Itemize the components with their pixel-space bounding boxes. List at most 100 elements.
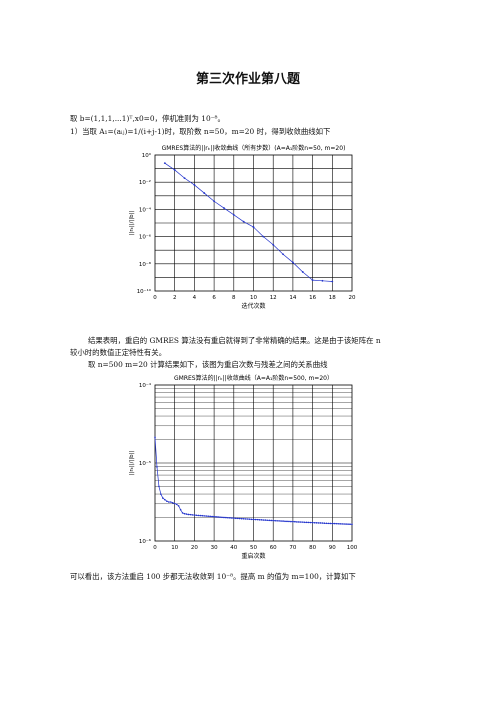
data-point xyxy=(349,523,351,526)
data-point xyxy=(286,520,288,523)
data-point xyxy=(256,518,259,521)
x-tick-label: 70 xyxy=(289,545,296,551)
data-point xyxy=(183,512,186,515)
data-point xyxy=(299,521,302,523)
x-axis-label: 重启次数 xyxy=(241,552,265,560)
data-point xyxy=(209,515,211,518)
data-point xyxy=(272,519,275,522)
data-point xyxy=(321,279,324,282)
y-tick-label: 10⁻² xyxy=(139,179,151,186)
x-tick-label: 20 xyxy=(191,545,198,551)
intro-text: 取 b=(1,1,1,...1)ᵀ,x0=0，停机准则为 10⁻⁸。 xyxy=(70,114,225,123)
data-point xyxy=(158,485,160,488)
y-tick-label: 10⁻⁶ xyxy=(139,538,152,545)
data-point xyxy=(333,522,336,525)
result1-line1: 结果表明，重启的 GMRES 算法没有重启就得到了非常精确的结果。这是由于该矩阵… xyxy=(88,336,381,345)
data-point xyxy=(248,518,251,520)
data-point xyxy=(177,505,180,507)
y-axis-label: ||rₖ||/||b|| xyxy=(129,450,135,475)
data-point xyxy=(189,513,192,516)
x-tick-label: 4 xyxy=(193,295,197,301)
x-tick-label: 18 xyxy=(329,295,336,301)
data-point xyxy=(164,498,166,501)
data-point xyxy=(284,520,286,523)
data-point xyxy=(219,516,221,518)
data-point xyxy=(223,207,225,209)
y-tick-label: 10⁻⁴ xyxy=(139,382,152,389)
x-tick-label: 20 xyxy=(349,295,356,301)
page-title: 第三次作业第八题 xyxy=(195,72,300,87)
data-point xyxy=(215,516,217,518)
data-point xyxy=(325,522,328,525)
data-point xyxy=(278,520,280,522)
data-point xyxy=(331,522,334,525)
x-tick-label: 30 xyxy=(211,545,218,551)
data-point xyxy=(199,514,202,517)
data-point xyxy=(229,517,231,519)
chart-title: GMRES算法的||rₖ||收敛曲线（所有步数）(A=A₁阶数n=50, m=2… xyxy=(162,144,346,152)
data-point xyxy=(169,501,172,503)
data-point xyxy=(213,200,216,203)
data-point xyxy=(242,517,245,520)
data-point xyxy=(329,522,332,525)
y-tick-label: 10⁻⁶ xyxy=(139,234,152,241)
data-point xyxy=(351,523,353,526)
data-point xyxy=(193,184,196,186)
chart-title: GMRES算法的||rₖ||收敛曲线（A=A₁阶数n=500, m=20） xyxy=(174,374,333,382)
data-point xyxy=(294,520,296,523)
data-point xyxy=(272,243,275,246)
data-point xyxy=(282,253,284,256)
data-point xyxy=(225,516,227,519)
x-tick-label: 80 xyxy=(309,545,316,551)
data-point xyxy=(321,522,324,524)
x-tick-label: 40 xyxy=(230,545,237,551)
data-point xyxy=(236,517,239,520)
data-point xyxy=(262,519,265,521)
data-point xyxy=(301,271,304,273)
y-tick-label: 10⁻¹⁰ xyxy=(137,288,152,295)
data-point xyxy=(260,519,263,521)
data-point xyxy=(274,519,276,522)
data-point xyxy=(162,497,164,499)
data-point xyxy=(203,515,206,517)
data-point xyxy=(347,523,349,525)
data-point xyxy=(270,519,273,522)
data-point xyxy=(175,503,178,506)
data-point xyxy=(232,213,235,216)
data-point xyxy=(160,493,162,495)
data-point xyxy=(244,518,247,520)
data-point xyxy=(213,515,215,518)
data-point xyxy=(311,279,314,282)
data-point xyxy=(193,514,196,516)
data-point xyxy=(315,522,318,524)
data-point xyxy=(262,235,265,238)
data-point xyxy=(292,520,294,523)
x-tick-label: 0 xyxy=(153,295,157,301)
data-point xyxy=(337,522,340,525)
x-tick-label: 8 xyxy=(232,295,236,301)
data-point xyxy=(197,514,200,517)
data-point xyxy=(280,520,282,522)
y-axis-label: ||rₖ||/||b|| xyxy=(129,210,135,235)
data-point xyxy=(292,261,294,264)
plot-frame xyxy=(154,154,353,292)
x-tick-label: 0 xyxy=(153,545,157,551)
data-point xyxy=(264,519,267,521)
data-point xyxy=(211,515,213,518)
data-point xyxy=(163,162,166,165)
data-point xyxy=(201,514,204,517)
x-tick-label: 10 xyxy=(171,545,178,551)
data-point xyxy=(171,501,174,504)
data-point xyxy=(250,518,253,521)
data-point xyxy=(203,192,206,194)
data-point xyxy=(233,517,235,519)
data-point xyxy=(254,518,257,521)
x-tick-label: 60 xyxy=(270,545,277,551)
data-point xyxy=(252,226,255,228)
data-point xyxy=(335,522,338,525)
data-point xyxy=(173,169,176,171)
data-point xyxy=(311,521,314,524)
data-point xyxy=(246,518,249,520)
data-point xyxy=(205,515,208,517)
y-tick-label: 10⁻⁴ xyxy=(139,206,152,213)
